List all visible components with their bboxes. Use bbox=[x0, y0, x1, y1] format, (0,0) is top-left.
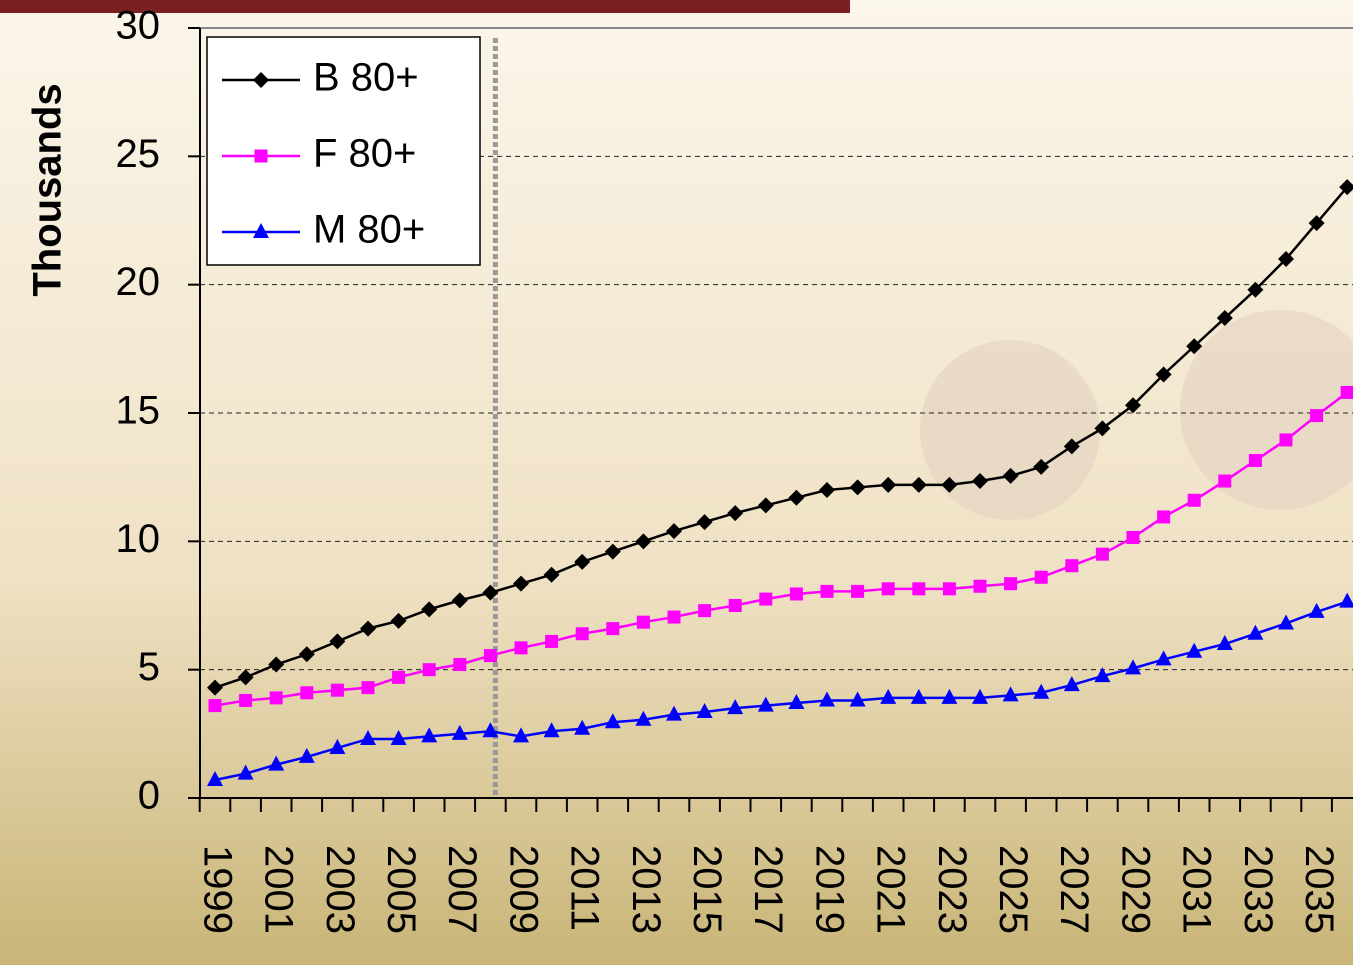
x-tick-label: 2009 bbox=[501, 845, 545, 934]
point bbox=[362, 681, 375, 694]
y-tick-label: 5 bbox=[138, 645, 160, 689]
point bbox=[882, 582, 895, 595]
x-tick-label: 2025 bbox=[991, 845, 1035, 934]
point bbox=[821, 585, 834, 598]
point bbox=[790, 587, 803, 600]
point bbox=[453, 658, 466, 671]
point bbox=[1065, 559, 1078, 572]
point bbox=[515, 641, 528, 654]
point bbox=[255, 150, 268, 163]
point bbox=[759, 593, 772, 606]
x-tick-label: 2001 bbox=[257, 845, 301, 934]
x-tick-label: 2027 bbox=[1052, 845, 1096, 934]
x-tick-label: 2011 bbox=[563, 845, 607, 931]
point bbox=[1157, 510, 1170, 523]
point bbox=[1249, 454, 1262, 467]
point bbox=[851, 585, 864, 598]
y-tick-label: 30 bbox=[116, 4, 161, 48]
x-tick-label: 1999 bbox=[195, 845, 239, 934]
x-tick-label: 2031 bbox=[1175, 845, 1219, 934]
point bbox=[1218, 475, 1231, 488]
legend-label: M 80+ bbox=[313, 208, 425, 252]
point bbox=[484, 649, 497, 662]
point bbox=[1310, 409, 1323, 422]
point bbox=[239, 694, 252, 707]
y-tick-label: 15 bbox=[116, 389, 161, 433]
point bbox=[1188, 494, 1201, 507]
chart: Thousands 051015202530199920012003200520… bbox=[0, 0, 1353, 965]
decor bbox=[920, 340, 1100, 520]
x-tick-label: 2033 bbox=[1236, 845, 1280, 934]
x-tick-label: 2007 bbox=[440, 845, 484, 934]
point bbox=[545, 635, 558, 648]
background bbox=[0, 0, 1353, 965]
point bbox=[331, 684, 344, 697]
point bbox=[668, 611, 681, 624]
point bbox=[729, 599, 742, 612]
x-tick-label: 2029 bbox=[1113, 845, 1157, 934]
x-tick-label: 2023 bbox=[930, 845, 974, 934]
point bbox=[1280, 433, 1293, 446]
x-tick-label: 2005 bbox=[379, 845, 423, 934]
x-tick-label: 2003 bbox=[318, 845, 362, 934]
point bbox=[974, 580, 987, 593]
x-tick-label: 2019 bbox=[807, 845, 851, 934]
x-tick-label: 2015 bbox=[685, 845, 729, 934]
point bbox=[209, 699, 222, 712]
point bbox=[423, 663, 436, 676]
x-tick-label: 2035 bbox=[1297, 845, 1341, 934]
legend-label: B 80+ bbox=[313, 56, 419, 100]
y-tick-label: 10 bbox=[116, 517, 161, 561]
point bbox=[1035, 571, 1048, 584]
x-tick-label: 2021 bbox=[869, 845, 913, 934]
y-axis-title: Thousands bbox=[26, 83, 70, 296]
x-tick-label: 2017 bbox=[746, 845, 790, 934]
point bbox=[392, 671, 405, 684]
legend-label: F 80+ bbox=[313, 132, 416, 176]
point bbox=[698, 604, 711, 617]
y-tick-label: 20 bbox=[116, 260, 161, 304]
point bbox=[300, 686, 313, 699]
point bbox=[637, 616, 650, 629]
x-tick-label: 2013 bbox=[624, 845, 668, 934]
point bbox=[943, 582, 956, 595]
point bbox=[912, 582, 925, 595]
y-tick-label: 25 bbox=[116, 132, 161, 176]
point bbox=[576, 627, 589, 640]
point bbox=[1004, 577, 1017, 590]
point bbox=[270, 691, 283, 704]
point bbox=[1341, 386, 1353, 399]
point bbox=[606, 622, 619, 635]
point bbox=[1096, 548, 1109, 561]
y-tick-label: 0 bbox=[138, 774, 160, 818]
point bbox=[1127, 531, 1140, 544]
